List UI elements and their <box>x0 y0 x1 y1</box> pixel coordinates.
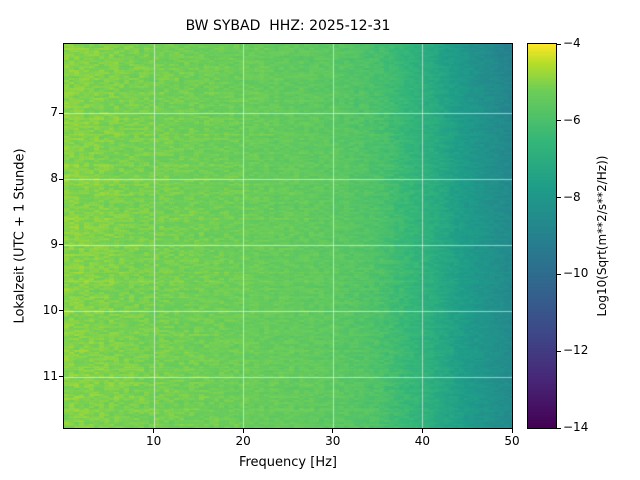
spectrogram-heatmap <box>64 44 512 428</box>
colorbar-label: Log10(Sqrt(m**2/s**2/Hz)) <box>595 156 609 317</box>
colorbar-tick-mark <box>557 428 561 429</box>
colorbar-gradient <box>528 44 556 428</box>
plot-area <box>63 43 513 429</box>
colorbar-tick-mark <box>557 197 561 198</box>
y-tick-mark <box>59 179 63 180</box>
colorbar-tick-label: −10 <box>563 266 597 280</box>
y-tick-mark <box>59 244 63 245</box>
x-tick-label: 50 <box>497 434 527 448</box>
colorbar-tick-mark <box>557 120 561 121</box>
x-tick-mark <box>422 429 423 433</box>
x-tick-label: 20 <box>228 434 258 448</box>
colorbar-tick-label: −8 <box>563 190 597 204</box>
x-tick-label: 10 <box>139 434 169 448</box>
y-tick-label: 10 <box>28 303 58 317</box>
x-tick-mark <box>243 429 244 433</box>
y-tick-mark <box>59 376 63 377</box>
x-tick-mark <box>332 429 333 433</box>
x-axis-label: Frequency [Hz] <box>64 455 512 470</box>
y-tick-mark <box>59 113 63 114</box>
colorbar-tick-label: −6 <box>563 113 597 127</box>
colorbar-tick-label: −14 <box>563 420 597 434</box>
spectrogram-figure: BW SYBAD HHZ: 2025-12-31 Lokalzeit (UTC … <box>0 0 640 480</box>
x-tick-mark <box>153 429 154 433</box>
y-tick-label: 8 <box>28 171 58 185</box>
colorbar-tick-label: −12 <box>563 343 597 357</box>
y-tick-label: 9 <box>28 237 58 251</box>
y-tick-mark <box>59 310 63 311</box>
colorbar <box>527 43 557 429</box>
x-tick-label: 40 <box>407 434 437 448</box>
colorbar-tick-label: −4 <box>563 36 597 50</box>
y-tick-label: 7 <box>28 105 58 119</box>
y-axis-label: Lokalzeit (UTC + 1 Stunde) <box>13 148 28 323</box>
chart-title: BW SYBAD HHZ: 2025-12-31 <box>64 18 512 34</box>
y-tick-label: 11 <box>28 369 58 383</box>
colorbar-tick-mark <box>557 351 561 352</box>
colorbar-tick-mark <box>557 44 561 45</box>
colorbar-tick-mark <box>557 274 561 275</box>
x-tick-label: 30 <box>318 434 348 448</box>
x-tick-mark <box>512 429 513 433</box>
